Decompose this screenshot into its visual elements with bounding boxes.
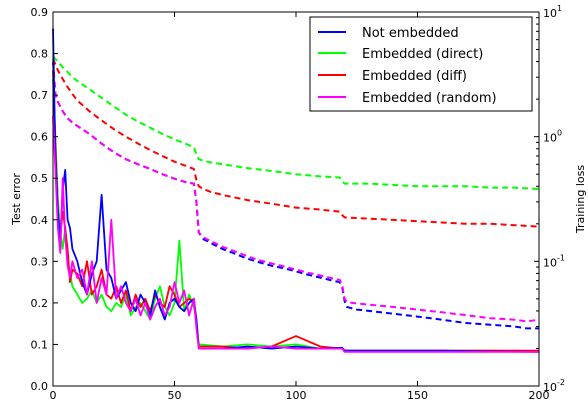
left-tick-label: 0.8 <box>31 48 49 61</box>
x-tick-label: 200 <box>529 389 550 402</box>
left-tick-label: 0.7 <box>31 89 49 102</box>
right-tick-label-exponent: 0 <box>557 129 562 138</box>
right-tick-label-base: 10 <box>543 256 557 269</box>
left-tick-label: 0.3 <box>31 255 49 268</box>
left-tick-label: 0.9 <box>31 6 49 19</box>
left-axis-label: Test error <box>10 173 23 226</box>
right-axis-label: Training loss <box>574 165 587 234</box>
x-tick-label: 150 <box>407 389 428 402</box>
test-error-line-embedded-random <box>52 115 539 353</box>
legend-box <box>309 16 533 112</box>
training-loss-line-embedded-diff <box>52 58 540 228</box>
right-tick-label-base: 10 <box>543 7 557 20</box>
legend-label-embedded-direct: Embedded (direct) <box>362 47 483 62</box>
legend-label-not-embedded: Not embedded <box>362 26 459 41</box>
series-layer <box>52 28 540 353</box>
x-tick-label: 50 <box>168 389 182 402</box>
right-tick-label-base: 10 <box>543 132 557 145</box>
legend: Not embedded Embedded (direct) Embedded … <box>309 16 533 112</box>
test-error-line-embedded-direct <box>52 78 540 352</box>
x-tick-label: 100 <box>286 389 307 402</box>
right-tick-label-exponent: 1 <box>557 4 562 13</box>
left-tick-label: 0.1 <box>31 338 49 351</box>
training-loss-line-embedded-direct <box>52 55 540 191</box>
right-tick-label: 10-2 <box>543 378 565 394</box>
legend-label-embedded-random: Embedded (random) <box>362 91 497 106</box>
left-tick-label: 0.6 <box>31 131 49 144</box>
left-tick-label: 0.2 <box>31 297 49 310</box>
ticks-layer: 0 50 100 150 2000.00.10.20.30.40.50.60.70.80… <box>31 4 565 402</box>
right-tick-label-base: 10 <box>543 381 557 394</box>
left-tick-label: 0.0 <box>31 380 49 393</box>
left-tick-label: 0.5 <box>31 172 49 185</box>
training-loss-line-embedded-random <box>52 61 540 323</box>
right-tick-label: 101 <box>543 4 562 20</box>
right-tick-label: 100 <box>543 129 562 145</box>
right-tick-label: 10-1 <box>543 253 565 269</box>
legend-label-embedded-diff: Embedded (diff) <box>362 69 467 84</box>
right-tick-label-exponent: -2 <box>557 378 565 387</box>
right-tick-label-exponent: -1 <box>557 253 565 262</box>
test-error-line-embedded-diff <box>52 70 539 352</box>
left-tick-label: 0.4 <box>31 214 49 227</box>
x-tick-label: 0 <box>50 389 57 402</box>
